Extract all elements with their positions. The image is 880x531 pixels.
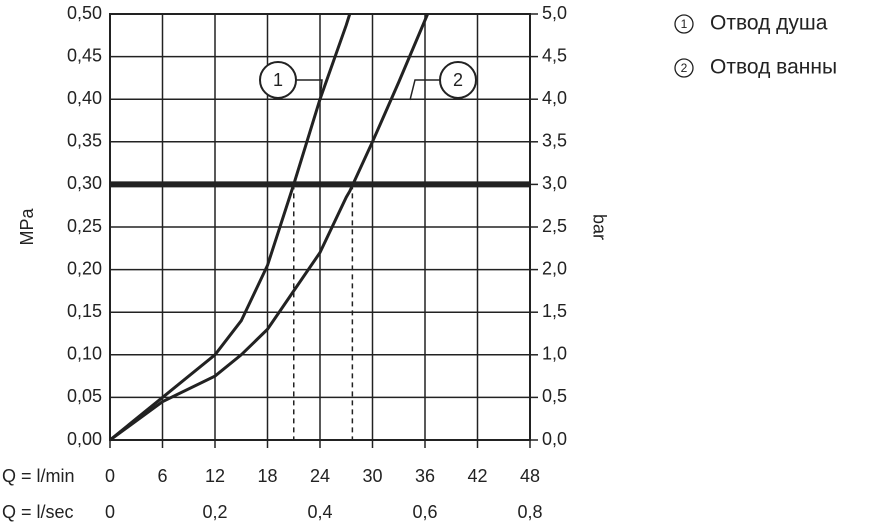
- line-series: [109, 13, 352, 442]
- callout-leader: [409, 79, 440, 101]
- y2-axis-label: bar: [589, 214, 609, 240]
- x-tick-label: 30: [362, 466, 382, 486]
- x-axis-label: Q = l/min: [2, 466, 75, 486]
- x2-axis-label: Q = l/sec: [2, 502, 74, 522]
- x2-tick-label: 0,4: [307, 502, 332, 522]
- y2-tick-label: 2,0: [542, 258, 567, 278]
- legend-marker: 2: [681, 61, 688, 75]
- x-tick-label: 48: [520, 466, 540, 486]
- x-tick-label: 0: [105, 466, 115, 486]
- legend-circle: [674, 14, 694, 34]
- x-tick-label: 18: [257, 466, 277, 486]
- callout-leader: [296, 79, 323, 101]
- y2-tick-label: 0,0: [542, 429, 567, 449]
- y-tick-label: 0,05: [67, 386, 102, 406]
- y-tick-label: 0,15: [67, 301, 102, 321]
- y-tick-label: 0,25: [67, 216, 102, 236]
- y2-tick-label: 0,5: [542, 386, 567, 406]
- callout-label: 1: [273, 70, 283, 90]
- x2-tick-label: 0,6: [412, 502, 437, 522]
- legend-marker: 1: [681, 17, 688, 31]
- y-axis-label: MPa: [17, 208, 37, 246]
- line-series: [109, 13, 430, 442]
- legend-circle: [674, 58, 694, 78]
- y2-tick-label: 3,5: [542, 131, 567, 151]
- y2-tick-label: 4,0: [542, 88, 567, 108]
- y-tick-label: 0,35: [67, 131, 102, 151]
- y-tick-label: 0,50: [67, 3, 102, 23]
- callout-label: 2: [453, 70, 463, 90]
- x2-tick-label: 0: [105, 502, 115, 522]
- y2-tick-label: 3,0: [542, 173, 567, 193]
- y2-tick-label: 5,0: [542, 3, 567, 23]
- y-tick-label: 0,30: [67, 173, 102, 193]
- y2-tick-label: 2,5: [542, 216, 567, 236]
- y2-tick-label: 1,5: [542, 301, 567, 321]
- legend-label: Отвод ванны: [710, 56, 837, 79]
- legend-label: Отвод душа: [710, 12, 828, 35]
- y2-tick-label: 4,5: [542, 45, 567, 65]
- callout-circle: [259, 61, 297, 99]
- x-tick-label: 42: [467, 466, 487, 486]
- x2-tick-label: 0,2: [202, 502, 227, 522]
- callout-circle: [439, 61, 477, 99]
- y-tick-label: 0,20: [67, 258, 102, 278]
- plot-frame: [109, 13, 531, 441]
- y2-tick-label: 1,0: [542, 344, 567, 364]
- x-tick-label: 36: [415, 466, 435, 486]
- x-tick-label: 24: [310, 466, 330, 486]
- x2-tick-label: 0,8: [517, 502, 542, 522]
- x-tick-label: 6: [157, 466, 167, 486]
- y-tick-label: 0,40: [67, 88, 102, 108]
- x-tick-label: 12: [205, 466, 225, 486]
- y-tick-label: 0,00: [67, 429, 102, 449]
- y-tick-label: 0,10: [67, 344, 102, 364]
- y-tick-label: 0,45: [67, 45, 102, 65]
